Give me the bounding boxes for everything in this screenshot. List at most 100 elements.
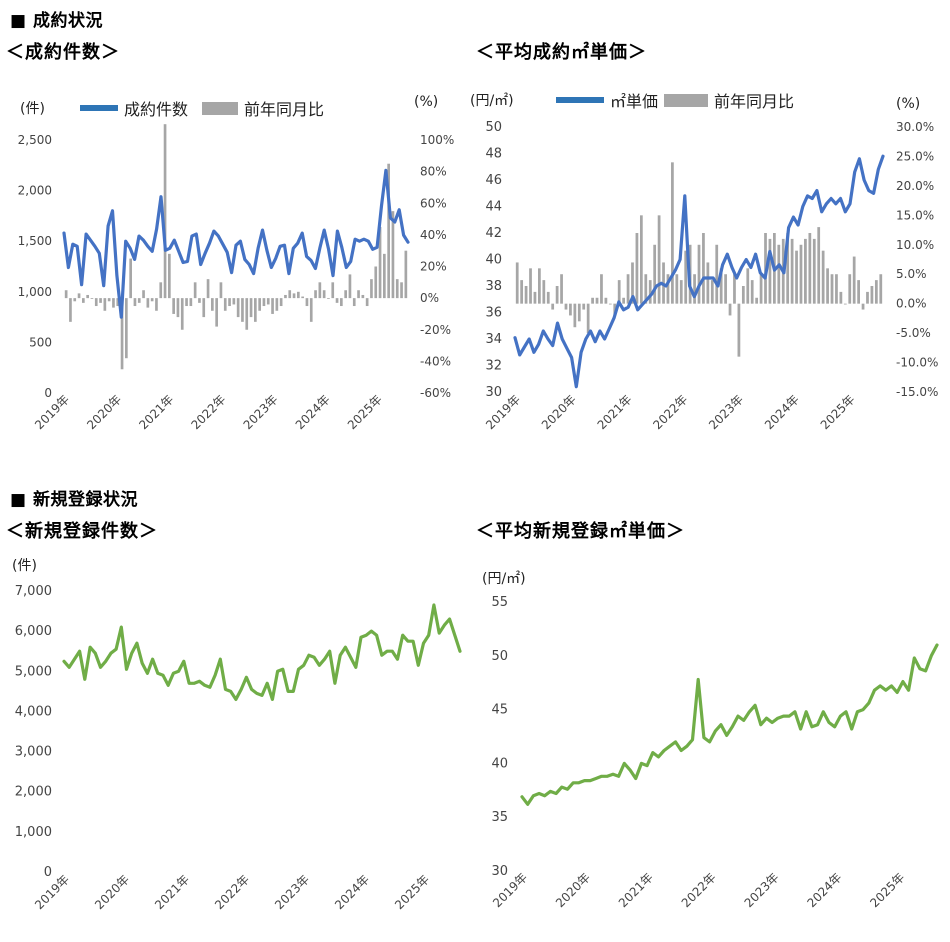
bar: [206, 279, 210, 299]
bar: [327, 298, 330, 299]
bar: [77, 293, 81, 299]
bar: [866, 291, 869, 304]
y-tick-label: 36: [485, 306, 502, 321]
section-title-registrations: ■ 新規登録状況: [10, 490, 138, 510]
y2-tick-label: 0.0%: [896, 297, 927, 311]
y2-tick-label: -5.0%: [896, 326, 931, 340]
y-tick-label: 2,500: [18, 133, 52, 147]
x-tick-label: 2024年: [805, 870, 845, 910]
bar: [591, 297, 594, 304]
right-axis-unit: (%): [414, 94, 439, 110]
series-line: [520, 643, 939, 806]
bar: [608, 303, 612, 305]
bar: [344, 290, 347, 299]
bar: [352, 298, 356, 307]
y-tick-label: 48: [485, 147, 502, 162]
bar: [857, 280, 860, 304]
bar: [86, 294, 89, 299]
y-tick-label: 0: [44, 386, 52, 400]
right-axis-unit: (%): [896, 96, 921, 112]
bar: [322, 290, 326, 299]
y-tick-label: 50: [491, 649, 508, 664]
bar: [275, 298, 279, 311]
bar: [168, 253, 171, 299]
bar: [799, 244, 803, 304]
y2-tick-label: -60%: [420, 386, 451, 400]
y2-tick-label: 10.0%: [896, 238, 934, 252]
y-tick-label: 0: [44, 865, 52, 880]
y-tick-label: 6,000: [15, 624, 52, 639]
bar: [331, 282, 335, 299]
bar: [146, 298, 150, 308]
bar: [90, 298, 94, 299]
bar: [755, 297, 759, 304]
legend-bar-label: 前年同月比: [244, 100, 325, 119]
y2-tick-label: -40%: [420, 354, 451, 368]
bar: [812, 238, 816, 304]
bar: [236, 298, 240, 318]
bar: [73, 298, 77, 302]
bar: [746, 268, 750, 304]
bar: [617, 280, 621, 304]
y2-tick-label: -10.0%: [896, 356, 938, 370]
bar: [125, 298, 128, 359]
bar: [648, 280, 652, 304]
bar: [297, 291, 300, 299]
bar: [524, 286, 528, 304]
bar: [830, 274, 834, 304]
y-tick-label: 7,000: [15, 584, 52, 599]
bar: [254, 298, 257, 322]
bar: [693, 274, 696, 304]
bar: [107, 298, 111, 302]
bar: [777, 244, 781, 304]
bar: [288, 290, 292, 299]
left-axis-unit: (件): [12, 558, 37, 574]
bar: [839, 291, 843, 304]
y-tick-label: 1,000: [18, 285, 52, 299]
x-tick-label: 2020年: [553, 870, 593, 910]
y-tick-label: 30: [485, 385, 502, 400]
bar: [223, 298, 227, 311]
y2-tick-label: 20%: [420, 260, 447, 274]
bar: [848, 274, 852, 304]
legend-bar-swatch: [202, 101, 239, 115]
bar: [821, 250, 825, 304]
bar: [155, 298, 158, 311]
bar: [706, 262, 710, 304]
bar: [644, 274, 648, 304]
legend-bar-swatch: [664, 93, 709, 107]
bar: [103, 298, 107, 311]
bar: [284, 294, 287, 299]
bar: [768, 238, 772, 304]
y-tick-label: 40: [491, 756, 508, 771]
bar: [159, 282, 163, 299]
y-tick-label: 40: [485, 253, 502, 268]
y-tick-label: 2,000: [18, 184, 52, 198]
bar: [163, 124, 167, 299]
left-axis-unit: (円/㎡): [470, 93, 514, 109]
legend-line-label: 成約件数: [124, 100, 189, 119]
bar: [116, 298, 120, 307]
bar: [133, 298, 137, 307]
bar: [305, 298, 309, 307]
bar: [292, 293, 296, 299]
bar: [874, 280, 878, 304]
bar: [666, 274, 670, 304]
bar: [249, 298, 253, 318]
bar: [728, 303, 732, 316]
bar: [671, 162, 674, 304]
x-tick-label: 2023年: [742, 870, 782, 910]
bar: [600, 274, 603, 304]
chart-title-contracts-count: ＜成約件数＞: [6, 42, 120, 63]
bar: [185, 298, 188, 307]
bar: [710, 280, 714, 304]
x-tick-label: 2025年: [867, 870, 907, 910]
bar: [879, 274, 883, 304]
y-tick-label: 34: [485, 332, 502, 347]
bar: [189, 298, 193, 307]
bar: [542, 280, 546, 304]
bar: [150, 298, 154, 302]
y-tick-label: 38: [485, 279, 502, 294]
bar: [69, 298, 72, 322]
